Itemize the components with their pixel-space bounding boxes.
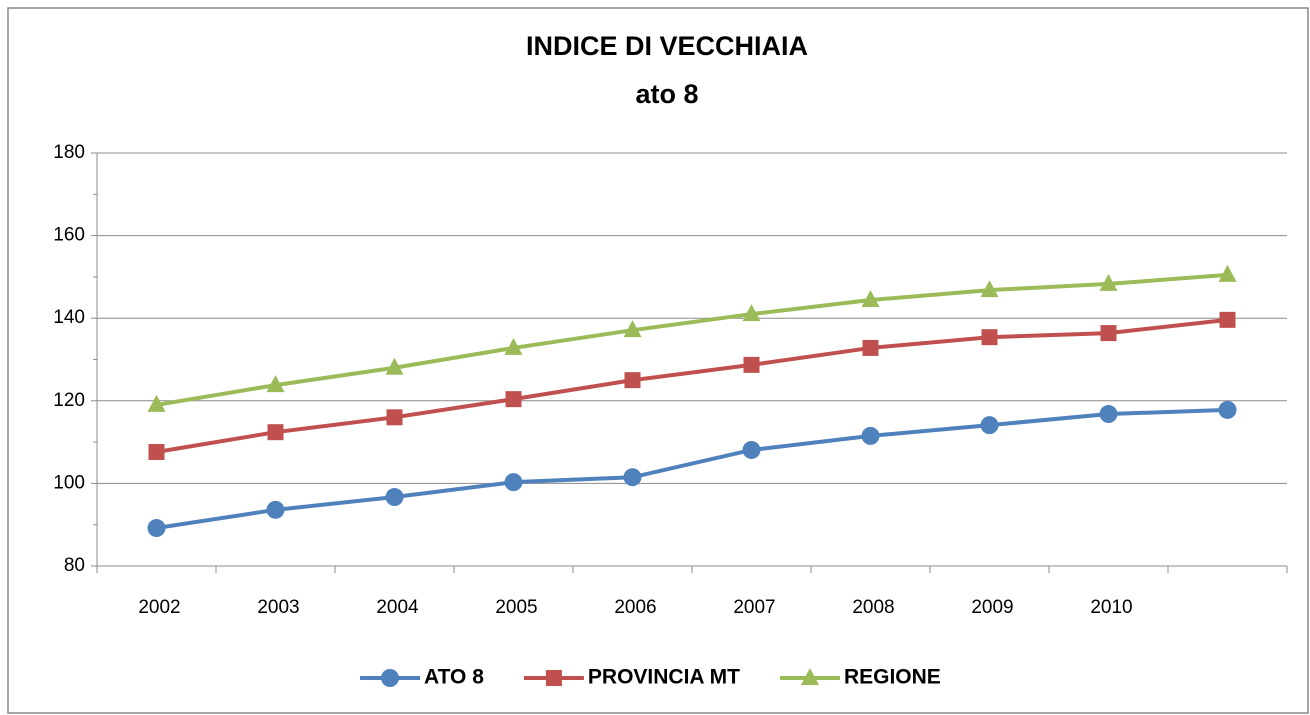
data-point xyxy=(147,519,166,538)
x-tick-label: 2006 xyxy=(614,597,656,618)
y-tick-label: 80 xyxy=(64,555,85,576)
y-tick-label: 100 xyxy=(53,472,85,493)
x-tick-label: 2004 xyxy=(376,597,419,618)
y-tick-label: 120 xyxy=(53,390,85,411)
data-point xyxy=(147,394,166,412)
data-point xyxy=(1219,311,1236,328)
data-point xyxy=(861,426,880,445)
x-tick-label: 2007 xyxy=(733,597,775,618)
data-point xyxy=(743,356,760,373)
data-point xyxy=(742,304,761,322)
x-tick-label: 2010 xyxy=(1090,597,1132,618)
x-tick-label: 2009 xyxy=(971,597,1013,618)
data-point xyxy=(385,488,404,507)
data-point xyxy=(267,424,284,441)
x-tick-label: 2002 xyxy=(138,597,180,618)
x-tick-label: 2003 xyxy=(257,597,299,618)
legend-label: ATO 8 xyxy=(424,666,484,689)
data-point xyxy=(980,280,999,298)
data-point xyxy=(505,391,522,408)
data-point xyxy=(861,290,880,308)
data-point xyxy=(148,444,165,461)
series-line xyxy=(156,407,1228,530)
data-point xyxy=(862,339,879,356)
x-tick-label: 2005 xyxy=(495,597,537,618)
data-point xyxy=(385,357,404,375)
data-point xyxy=(981,329,998,346)
data-point xyxy=(386,409,403,426)
legend-marker xyxy=(800,668,819,685)
data-point xyxy=(624,372,641,389)
data-point xyxy=(266,375,285,393)
y-tick-label: 180 xyxy=(53,142,85,163)
legend-marker xyxy=(381,669,399,687)
chart-subtitle: ato 8 xyxy=(635,79,698,109)
data-point xyxy=(266,500,285,519)
data-point xyxy=(980,416,999,435)
series-line xyxy=(156,272,1228,407)
data-point xyxy=(623,320,642,338)
data-point xyxy=(504,473,523,492)
data-point xyxy=(1099,405,1118,424)
legend-marker xyxy=(545,670,562,686)
chart-frame xyxy=(7,7,1309,714)
legend-label: PROVINCIA MT xyxy=(588,666,740,689)
legend-label: REGIONE xyxy=(844,666,941,689)
data-point xyxy=(1218,400,1237,419)
data-point xyxy=(742,440,761,459)
data-point xyxy=(1099,273,1118,291)
y-tick-label: 160 xyxy=(53,225,85,246)
x-tick-label: 2008 xyxy=(852,597,894,618)
series-line xyxy=(156,317,1228,454)
y-tick-label: 140 xyxy=(53,307,85,328)
data-point xyxy=(504,337,523,355)
data-point xyxy=(1218,264,1237,282)
data-point xyxy=(1100,325,1117,342)
chart-title: INDICE DI VECCHIAIA xyxy=(526,31,808,61)
data-point xyxy=(623,468,642,487)
